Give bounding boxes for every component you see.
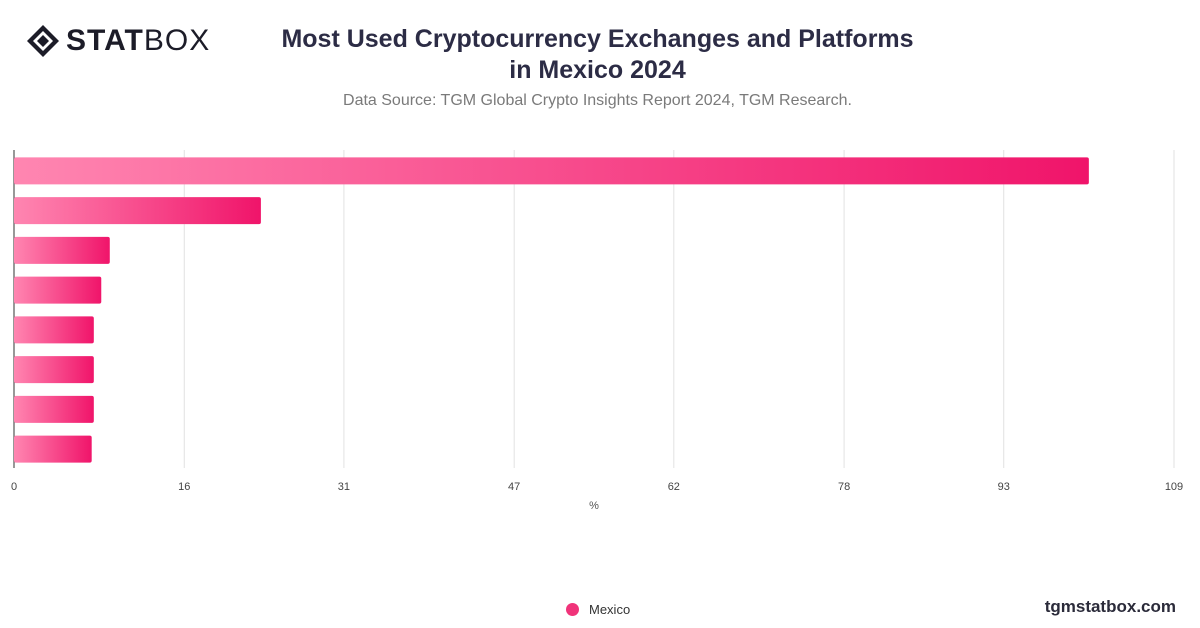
x-tick-label: 31 bbox=[338, 481, 350, 493]
legend-marker-dot bbox=[566, 603, 579, 616]
legend-label-mexico: Mexico bbox=[589, 602, 631, 617]
x-tick-label: 78 bbox=[838, 481, 850, 493]
chart-title: Most Used Cryptocurrency Exchanges and P… bbox=[240, 24, 955, 86]
bar[interactable] bbox=[14, 197, 261, 225]
statbox-logo: STATBOX bbox=[26, 24, 210, 58]
x-tick-label: 16 bbox=[178, 481, 190, 493]
bar[interactable] bbox=[14, 316, 94, 344]
bar[interactable] bbox=[14, 236, 110, 264]
chart-title-line-2: in Mexico 2024 bbox=[509, 56, 686, 84]
x-axis-label: % bbox=[589, 500, 599, 512]
chart-title-line-1: Most Used Cryptocurrency Exchanges and P… bbox=[281, 25, 914, 53]
x-tick-label: 62 bbox=[668, 481, 680, 493]
bar[interactable] bbox=[14, 157, 1089, 185]
logo-bold-text: STAT bbox=[66, 24, 144, 57]
brand-url: tgmstatbox.com bbox=[1044, 597, 1176, 616]
bar[interactable] bbox=[14, 356, 94, 384]
bar[interactable] bbox=[14, 435, 92, 463]
chart-legend[interactable]: Mexico bbox=[566, 602, 630, 617]
bar[interactable] bbox=[14, 276, 102, 304]
logo-wordmark: STATBOX bbox=[66, 24, 210, 58]
chart-subtitle: Data Source: TGM Global Crypto Insights … bbox=[343, 92, 852, 109]
x-tick-label: 109 bbox=[1165, 481, 1183, 493]
bar[interactable] bbox=[14, 395, 94, 423]
logo-light-text: BOX bbox=[143, 24, 211, 57]
statbox-diamond-icon bbox=[27, 25, 59, 57]
x-tick-label: 93 bbox=[998, 481, 1010, 493]
x-tick-label: 47 bbox=[508, 481, 520, 493]
x-tick-label: 0 bbox=[11, 481, 17, 493]
